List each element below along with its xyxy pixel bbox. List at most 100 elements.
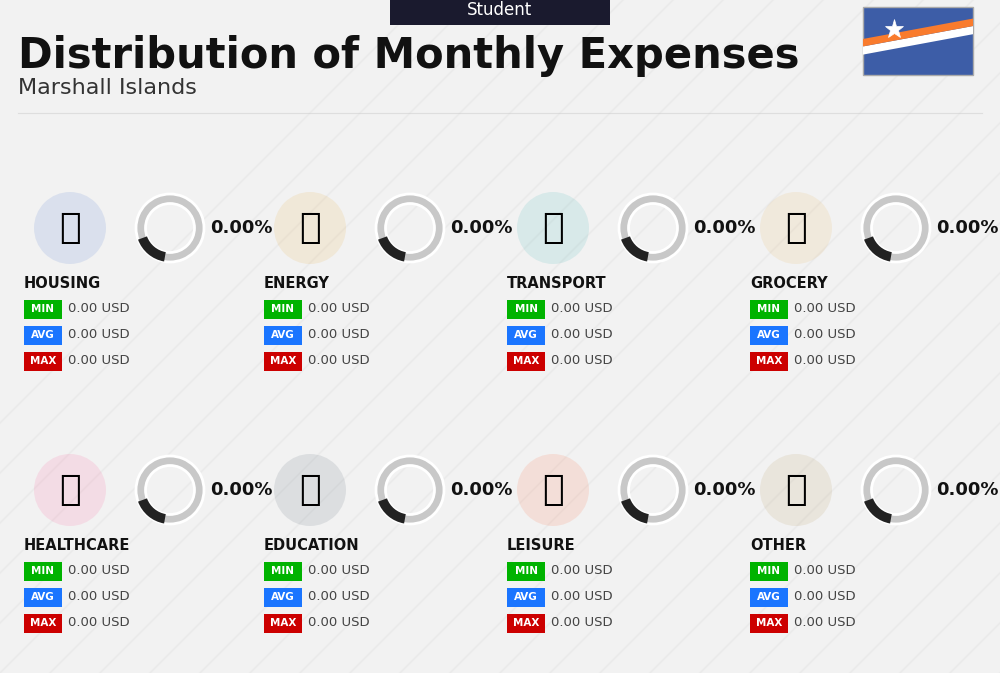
Text: MAX: MAX (270, 618, 296, 628)
Text: MAX: MAX (756, 618, 782, 628)
Text: AVG: AVG (31, 592, 55, 602)
Text: AVG: AVG (757, 592, 781, 602)
Text: 0.00 USD: 0.00 USD (308, 328, 370, 341)
Wedge shape (376, 456, 444, 524)
Text: HEALTHCARE: HEALTHCARE (24, 538, 130, 553)
FancyBboxPatch shape (264, 588, 302, 606)
FancyBboxPatch shape (390, 0, 610, 25)
Wedge shape (378, 236, 406, 262)
Text: AVG: AVG (271, 592, 295, 602)
FancyBboxPatch shape (264, 299, 302, 318)
Text: 0.00%: 0.00% (693, 219, 756, 237)
Text: AVG: AVG (31, 330, 55, 340)
Text: 0.00 USD: 0.00 USD (794, 616, 856, 629)
FancyBboxPatch shape (264, 561, 302, 581)
FancyBboxPatch shape (264, 614, 302, 633)
Text: MIN: MIN (514, 566, 538, 576)
Text: 0.00 USD: 0.00 USD (308, 355, 370, 367)
Text: TRANSPORT: TRANSPORT (507, 275, 607, 291)
Text: 0.00%: 0.00% (450, 481, 512, 499)
FancyBboxPatch shape (264, 326, 302, 345)
FancyBboxPatch shape (24, 351, 62, 371)
Circle shape (34, 192, 106, 264)
Wedge shape (621, 236, 649, 262)
Text: 0.00 USD: 0.00 USD (308, 565, 370, 577)
Wedge shape (864, 499, 892, 524)
Circle shape (517, 454, 589, 526)
Circle shape (274, 192, 346, 264)
Wedge shape (376, 194, 444, 262)
FancyBboxPatch shape (24, 614, 62, 633)
Wedge shape (138, 499, 166, 524)
Text: AVG: AVG (514, 592, 538, 602)
FancyBboxPatch shape (507, 588, 545, 606)
Text: 0.00 USD: 0.00 USD (551, 616, 613, 629)
Text: EDUCATION: EDUCATION (264, 538, 360, 553)
Wedge shape (621, 499, 649, 524)
Text: 0.00 USD: 0.00 USD (68, 355, 130, 367)
FancyBboxPatch shape (507, 299, 545, 318)
FancyBboxPatch shape (507, 561, 545, 581)
Text: 0.00 USD: 0.00 USD (794, 328, 856, 341)
FancyBboxPatch shape (507, 614, 545, 633)
Text: MIN: MIN (514, 304, 538, 314)
Text: MAX: MAX (513, 618, 539, 628)
Wedge shape (864, 236, 892, 262)
Text: 0.00 USD: 0.00 USD (551, 302, 613, 316)
Text: MIN: MIN (32, 566, 54, 576)
Text: 0.00 USD: 0.00 USD (68, 590, 130, 604)
FancyBboxPatch shape (24, 561, 62, 581)
Text: MAX: MAX (270, 356, 296, 366)
Text: MAX: MAX (513, 356, 539, 366)
FancyBboxPatch shape (750, 326, 788, 345)
FancyBboxPatch shape (750, 561, 788, 581)
FancyBboxPatch shape (750, 351, 788, 371)
Text: MIN: MIN (272, 566, 294, 576)
Text: 🎓: 🎓 (299, 473, 321, 507)
Text: MAX: MAX (756, 356, 782, 366)
Text: 0.00 USD: 0.00 USD (308, 616, 370, 629)
Text: AVG: AVG (271, 330, 295, 340)
Text: AVG: AVG (757, 330, 781, 340)
FancyBboxPatch shape (264, 351, 302, 371)
FancyBboxPatch shape (507, 326, 545, 345)
Text: 💰: 💰 (785, 473, 807, 507)
Circle shape (760, 454, 832, 526)
Wedge shape (378, 499, 406, 524)
Text: 0.00 USD: 0.00 USD (551, 590, 613, 604)
FancyBboxPatch shape (24, 299, 62, 318)
Text: LEISURE: LEISURE (507, 538, 576, 553)
Text: 0.00 USD: 0.00 USD (551, 565, 613, 577)
Text: 0.00 USD: 0.00 USD (551, 355, 613, 367)
Text: MIN: MIN (272, 304, 294, 314)
FancyBboxPatch shape (863, 7, 973, 75)
FancyBboxPatch shape (750, 614, 788, 633)
Text: 🔌: 🔌 (299, 211, 321, 245)
Text: 0.00%: 0.00% (210, 219, 272, 237)
Text: 🛒: 🛒 (785, 211, 807, 245)
Circle shape (760, 192, 832, 264)
Wedge shape (862, 194, 930, 262)
Circle shape (34, 454, 106, 526)
Text: MAX: MAX (30, 356, 56, 366)
Text: GROCERY: GROCERY (750, 275, 828, 291)
Text: 0.00 USD: 0.00 USD (794, 565, 856, 577)
Text: 0.00 USD: 0.00 USD (551, 328, 613, 341)
Text: OTHER: OTHER (750, 538, 806, 553)
Circle shape (517, 192, 589, 264)
Text: 0.00 USD: 0.00 USD (68, 565, 130, 577)
Wedge shape (136, 194, 204, 262)
Text: 0.00 USD: 0.00 USD (794, 590, 856, 604)
Text: 0.00%: 0.00% (936, 481, 998, 499)
Text: MIN: MIN (32, 304, 54, 314)
Text: 0.00 USD: 0.00 USD (794, 355, 856, 367)
Text: Student: Student (467, 1, 533, 19)
Text: 0.00 USD: 0.00 USD (68, 616, 130, 629)
Wedge shape (619, 456, 687, 524)
Text: 0.00%: 0.00% (210, 481, 272, 499)
FancyBboxPatch shape (750, 299, 788, 318)
FancyBboxPatch shape (507, 351, 545, 371)
Text: MAX: MAX (30, 618, 56, 628)
FancyBboxPatch shape (24, 588, 62, 606)
Text: Distribution of Monthly Expenses: Distribution of Monthly Expenses (18, 35, 800, 77)
